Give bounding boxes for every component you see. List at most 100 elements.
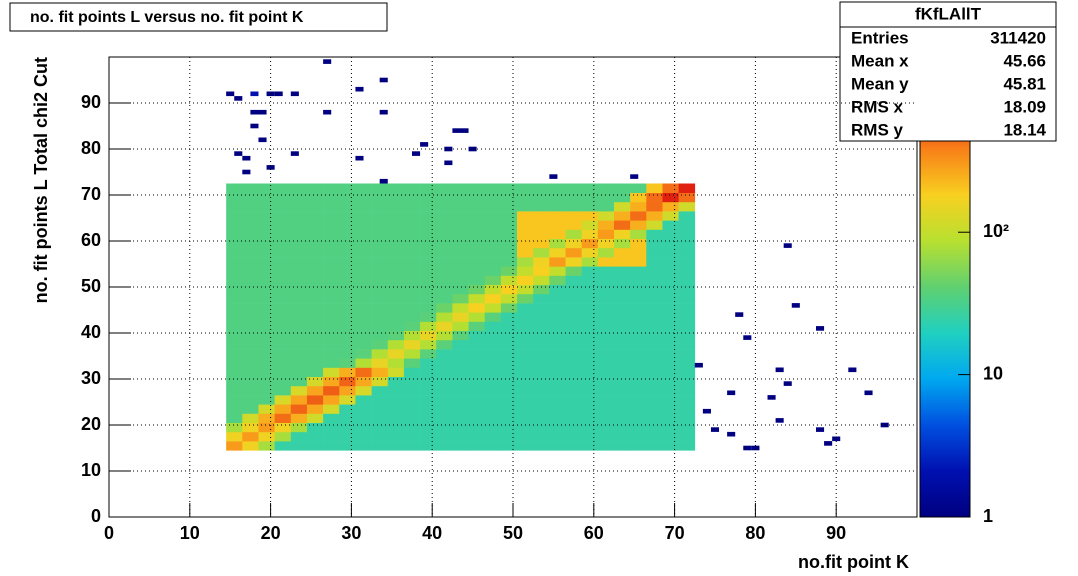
heat-cell [323, 266, 340, 276]
heat-cell [549, 404, 566, 414]
heat-cell [646, 275, 663, 285]
heat-cell [517, 303, 534, 313]
heat-cell [387, 339, 405, 350]
heat-point [775, 367, 784, 373]
heat-cell [517, 211, 534, 221]
heat-cell [420, 358, 437, 368]
heat-cell [630, 293, 647, 304]
heat-cell [581, 431, 599, 442]
heat-cell [500, 422, 518, 433]
heat-cell [306, 339, 324, 350]
heat-cell [420, 275, 437, 285]
heat-cell [517, 266, 534, 276]
heat-cell [662, 257, 679, 267]
heat-cell [436, 312, 453, 322]
stats-label: RMS y [851, 120, 904, 139]
heat-point [234, 96, 243, 101]
heat-cell [517, 238, 534, 249]
heat-cell [630, 441, 647, 451]
heat-cell [274, 266, 292, 276]
heat-cell [436, 422, 453, 433]
heat-cell [355, 257, 372, 267]
heat-cell [597, 312, 615, 322]
heat-cell [500, 266, 518, 276]
heat-cell [387, 275, 405, 285]
heat-cell [452, 312, 469, 322]
z-tick-label: 10 [983, 363, 1003, 383]
heat-cell [274, 284, 292, 295]
heat-cell [614, 266, 631, 276]
x-tick-label: 50 [503, 523, 523, 543]
heat-cell [646, 257, 663, 267]
heat-cell [614, 431, 631, 442]
heat-cell [468, 247, 486, 258]
heat-cell [678, 247, 696, 258]
heat-point [290, 91, 299, 97]
heat-point [775, 418, 784, 423]
heat-point [452, 128, 461, 133]
heat-cell [403, 376, 421, 387]
heat-cell [258, 422, 275, 433]
heat-cell [581, 349, 599, 359]
heat-cell [452, 238, 469, 249]
heat-cell [403, 441, 421, 451]
heat-cell [339, 413, 356, 423]
heat-cell [646, 395, 663, 405]
heat-cell [484, 220, 502, 230]
heat-point [460, 128, 469, 133]
heat-cell [565, 284, 582, 295]
heat-cell [242, 266, 259, 276]
heat-cell [581, 395, 599, 405]
heat-cell [436, 367, 453, 377]
heat-cell [581, 183, 599, 193]
heat-cell [678, 266, 696, 276]
heat-cell [646, 201, 663, 212]
heat-cell [452, 284, 469, 295]
heat-cell [484, 413, 502, 423]
heat-cell [436, 211, 453, 221]
heat-cell [468, 321, 486, 331]
heat-cell [436, 349, 453, 359]
heat-cell [290, 367, 308, 377]
heat-cell [533, 211, 550, 221]
heat-cell [323, 293, 340, 304]
stats-value: 45.81 [1003, 74, 1046, 93]
y-tick-label: 20 [81, 414, 101, 434]
heat-cell [646, 238, 663, 249]
heat-cell [306, 238, 324, 249]
heat-cell [242, 422, 259, 433]
heat-cell [549, 413, 566, 423]
heat-cell [290, 395, 308, 405]
heat-cell [468, 284, 486, 295]
heat-cell [436, 284, 453, 295]
heat-cell [306, 303, 324, 313]
heat-cell [226, 339, 243, 350]
heat-cell [614, 422, 631, 433]
x-tick-label: 60 [584, 523, 604, 543]
heat-cell [452, 367, 469, 377]
heat-cell [242, 367, 259, 377]
heat-cell [339, 220, 356, 230]
heat-point [783, 243, 792, 248]
heat-cell [258, 404, 275, 414]
heat-point [258, 137, 267, 143]
heat-cell [630, 376, 647, 387]
heat-cell [597, 284, 615, 295]
heat-cell [630, 321, 647, 331]
heat-cell [452, 211, 469, 221]
heat-cell [258, 349, 275, 359]
heat-cell [500, 247, 518, 258]
heat-cell [484, 201, 502, 212]
heat-cell [339, 395, 356, 405]
heat-cell [226, 275, 243, 285]
heat-cell [355, 192, 372, 203]
heat-cell [371, 321, 389, 331]
heat-cell [306, 367, 324, 377]
heat-cell [662, 293, 679, 304]
heat-cell [452, 293, 469, 304]
heat-cell [274, 312, 292, 322]
heat-cell [678, 220, 696, 230]
heat-cell [581, 367, 599, 377]
heat-cell [226, 229, 243, 239]
heat-cell [549, 229, 566, 239]
